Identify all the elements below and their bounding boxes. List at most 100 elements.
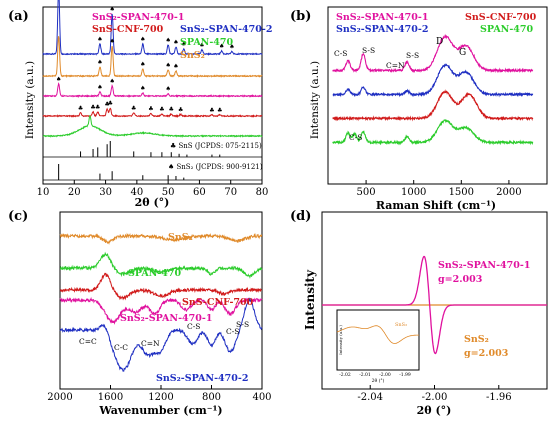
panel-c-ann-ss: S-S [236, 320, 249, 329]
panel-d-label: (d) [290, 209, 311, 224]
panel-d-frame [321, 211, 548, 390]
xrd-marker-0-9: ♠ [229, 44, 234, 51]
ftir-curve-1 [59, 251, 263, 279]
xrd-marker-3-5: ♣ [131, 105, 136, 112]
panel-a-legend-2: SnS-CNF-700 [92, 24, 164, 35]
panel-b-xlabel: Raman Shift (cm⁻¹) [376, 199, 496, 212]
panel-c-ann-cc: C=C [79, 337, 97, 346]
a-xtick-label-6: 70 [224, 187, 237, 198]
panel-c-label-4: SnS₂-SPAN-470-2 [156, 373, 248, 384]
panel-b: (b) 500 1000 1500 2000 Raman Shift (cm⁻¹) I… [290, 6, 548, 212]
a-xtick-label-1: 20 [68, 187, 81, 198]
panel-c-xlabel: Wavenumber (cm⁻¹) [98, 404, 222, 417]
panel-b-ann-cs2: C-S [349, 133, 362, 142]
xrd-marker-1-1: ♠ [97, 59, 102, 66]
a-xtick-label-2: 30 [99, 187, 112, 198]
inset-xtick-0: -2.02 [339, 372, 351, 378]
ftir-curve-4 [59, 297, 263, 372]
xrd-curve-2 [43, 82, 263, 99]
panel-c-ann-c-c: C-C [114, 343, 128, 352]
inset-curve [336, 325, 420, 344]
xrd-marker-2-2: ♠ [109, 78, 114, 85]
xrd-curve-3 [42, 107, 263, 118]
xrd-marker-1-4: ♠ [165, 62, 170, 69]
panel-c-ann-cn: C=N [141, 339, 160, 348]
panel-d-curves [322, 255, 547, 355]
panel-c-label-1: SPAN-470 [128, 268, 182, 279]
a-xtick-label-7: 80 [256, 187, 269, 198]
inset-xlabel: 2θ (°) [372, 377, 385, 384]
panel-c-label-0: SnS₂ [168, 232, 193, 243]
panel-a: (a) ♠♠♠ ♠ ♠ ♠ ♠ ♠ ♠♠♠♠ ♠ ♠♠♠♠♠ ♠♣ ♣ ♣ ♣♣♣ ♣ ♣ ♣ ♣ ♣ ♣ 10 20… [8, 0, 272, 209]
xrd-marker-2-3: ♠ [140, 85, 145, 92]
panel-c-label: (c) [8, 209, 28, 224]
panel-a-ref-1: ♠ SnS₂ (JCPDS: 900-9121) [168, 163, 263, 171]
inset-xtick-2: -2.00 [379, 372, 391, 378]
panel-c-curves [59, 232, 263, 372]
inset-xtick-1: -2.01 [359, 372, 371, 378]
xrd-marker-3-2: ♣ [95, 104, 100, 111]
xrd-marker-0-4: ♠ [165, 37, 170, 44]
panel-d-ylabel: Intensity [303, 269, 317, 330]
c-xtick-label-1: 1600 [98, 392, 123, 403]
xrd-marker-3-3: ♣ [104, 101, 109, 108]
ftir-curve-0 [59, 232, 263, 245]
xrd-marker-0-2: ♠ [109, 6, 114, 13]
panel-d-ticks: -2.04 -2.00 -1.96 [357, 385, 512, 403]
panel-d-g-1: g=2.003 [464, 348, 508, 359]
b-xtick-label-2: 1500 [449, 187, 474, 198]
panel-a-legend-3: SPAN-470 [180, 37, 234, 48]
xrd-marker-0-5: ♠ [173, 39, 178, 46]
panel-b-legend-2: SnS₂-SPAN-470-2 [336, 24, 428, 35]
panel-b-ticks: 500 1000 1500 2000 [357, 180, 522, 198]
panel-b-ylabel: Intensity (a.u.) [309, 61, 321, 139]
inset-label: SnS₂ [395, 322, 407, 328]
panel-d-label-1: SnS₂ [464, 334, 489, 345]
xrd-marker-3-6: ♣ [148, 106, 153, 113]
xrd-marker-3-1: ♣ [90, 104, 95, 111]
xrd-marker-2-1: ♠ [97, 84, 102, 91]
panel-b-curves [332, 33, 534, 146]
inset-xtick-3: -1.99 [399, 372, 411, 378]
ftir-curve-3 [59, 296, 263, 325]
xrd-marker-1-5: ♠ [173, 63, 178, 70]
xrd-marker-2-4: ♠ [165, 86, 170, 93]
panel-b-ann-ss2: S-S [406, 51, 419, 60]
panel-b-legend-0: SnS₂-SPAN-470-1 [336, 12, 428, 23]
panel-b-legend-1: SnS-CNF-700 [465, 12, 537, 23]
a-xtick-label-4: 50 [162, 187, 175, 198]
panel-d-g-0: g=2.003 [438, 274, 482, 285]
c-xtick-label-3: 800 [202, 392, 221, 403]
panel-a-ticks: 10 20 30 40 50 60 70 80 [37, 180, 269, 198]
xrd-curve-0 [42, 0, 263, 56]
panel-c-label-3: SnS₂-SPAN-470-1 [120, 313, 212, 324]
xrd-marker-2-0: ♠ [56, 76, 61, 83]
xrd-marker-3-7: ♣ [159, 106, 164, 113]
panel-a-legend-1: SnS₂-SPAN-470-2 [180, 24, 272, 35]
d-xtick-label-1: -2.00 [422, 392, 448, 403]
panel-d: (d) -2.04 -2.00 -1.96 2θ (°) Intensity SnS… [290, 209, 548, 417]
xrd-marker-0-7: ♠ [199, 42, 204, 49]
xrd-marker-3-0: ♣ [78, 105, 83, 112]
a-xtick-label-0: 10 [37, 187, 50, 198]
xrd-marker-3-8: ♣ [169, 106, 174, 113]
panel-c-ann-cs: C-S [187, 322, 200, 331]
c-xtick-label-0: 2000 [47, 392, 72, 403]
panel-b-ann-ss: S-S [362, 46, 375, 55]
panel-b-legend-3: SPAN-470 [480, 24, 534, 35]
epr-span-curve [322, 255, 547, 355]
panel-c-ticks: 2000 1600 1200 800 400 [47, 385, 272, 403]
panel-b-frame [327, 6, 548, 185]
panel-c: (c) 2000 1600 1200 800 400 Wavenumber (cm⁻¹)… [8, 209, 272, 417]
panel-d-label-0: SnS₂-SPAN-470-1 [438, 260, 530, 271]
xrd-marker-0-8: ♠ [219, 43, 224, 50]
panel-d-xlabel: 2θ (°) [417, 404, 452, 417]
raman-curve-2 [332, 89, 534, 122]
xrd-marker-3-4: ♣ [108, 100, 113, 107]
panel-b-label: (b) [290, 9, 311, 24]
d-xtick-label-0: -2.04 [357, 392, 383, 403]
c-xtick-label-4: 400 [252, 392, 271, 403]
a-xtick-label-3: 40 [130, 187, 143, 198]
panel-b-ann-cs: C-S [334, 49, 347, 58]
